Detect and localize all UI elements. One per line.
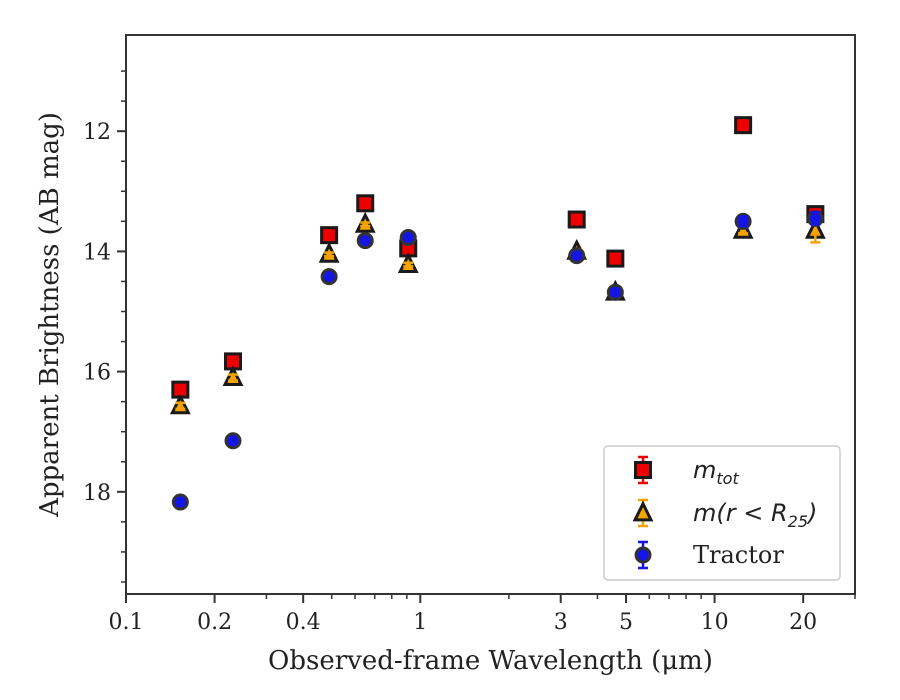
x-tick-label: 0.4 xyxy=(286,610,321,635)
y-tick-label: 12 xyxy=(83,120,111,145)
y-tick-label: 14 xyxy=(83,240,111,265)
x-tick-label: 10 xyxy=(701,610,729,635)
x-tick-label: 1 xyxy=(413,610,427,635)
legend-label: m(r < R25) xyxy=(693,499,817,531)
chart-marks xyxy=(169,116,826,511)
y-tick-label: 18 xyxy=(83,481,111,506)
x-tick-label: 0.2 xyxy=(197,610,232,635)
legend-label: Tractor xyxy=(693,541,784,569)
x-tick-label: 0.1 xyxy=(109,610,144,635)
x-tick-label: 20 xyxy=(789,610,817,635)
x-axis-ticks: 0.1 0.2 0.4 1 3 5 10 20 xyxy=(109,594,856,635)
x-tick-label: 5 xyxy=(619,610,633,635)
legend-marker-square xyxy=(634,461,652,479)
x-tick-label: 3 xyxy=(554,610,568,635)
plot-frame xyxy=(125,34,856,595)
legend-marker-circle xyxy=(634,546,652,564)
legend-box xyxy=(603,445,841,581)
series-triangle xyxy=(169,211,826,415)
legend-marker-triangle xyxy=(632,500,654,522)
series-circle xyxy=(171,209,824,511)
series-square xyxy=(171,116,825,399)
legend-label: mtot xyxy=(693,456,739,488)
legend: mtot m(r < R25) Tractor xyxy=(603,445,841,581)
y-axis-label: Apparent Brightness (AB mag) xyxy=(35,112,65,518)
x-axis-label: Observed-frame Wavelength (μm) xyxy=(268,646,713,676)
y-axis-ticks: 12 14 16 18 xyxy=(83,70,126,583)
y-tick-label: 16 xyxy=(83,361,111,386)
